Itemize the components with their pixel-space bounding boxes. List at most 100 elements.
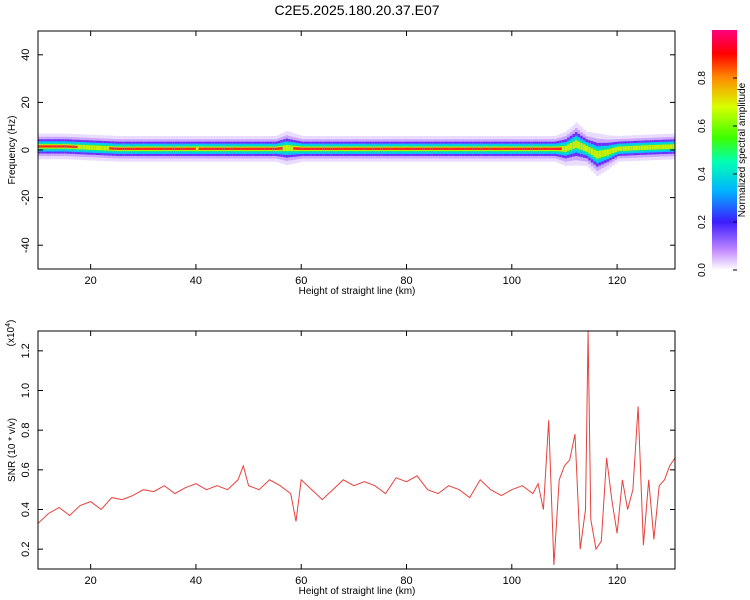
spectrogram-cell bbox=[88, 145, 92, 150]
spectrogram-cell bbox=[206, 147, 210, 150]
spectrogram-cell bbox=[285, 145, 289, 152]
snr-x-tick-label: 120 bbox=[608, 575, 626, 587]
spectrogram-cell bbox=[280, 147, 284, 150]
spectrogram-cell bbox=[624, 146, 629, 151]
spectrogram-cell bbox=[53, 145, 57, 148]
spectrogram-cell bbox=[238, 147, 242, 150]
colorbar-tick-label: 0.2 bbox=[697, 215, 708, 229]
spectrogram-cell bbox=[332, 147, 336, 150]
spectrogram-cell bbox=[648, 145, 652, 150]
spectrogram-x-axis-label: Height of straight line (km) bbox=[299, 286, 416, 297]
spectrogram-cell bbox=[632, 145, 636, 151]
spectrogram-cell bbox=[467, 147, 471, 150]
spectrogram-cell bbox=[214, 147, 218, 150]
spectrogram-cell bbox=[145, 147, 149, 150]
spectrogram-cell bbox=[535, 147, 539, 150]
spectrogram-cell bbox=[282, 145, 286, 152]
spectrogram-y-tick-label: -40 bbox=[20, 237, 32, 253]
spectrogram-cell bbox=[619, 146, 623, 151]
colorbar-ticks: 0.0 0.2 0.4 0.6 0.8 bbox=[697, 71, 737, 277]
spectrogram-cell bbox=[72, 145, 76, 148]
colorbar-tick-label: 0.8 bbox=[697, 71, 708, 85]
spectrogram-cell bbox=[514, 147, 518, 150]
spectrogram-cell bbox=[493, 147, 497, 150]
snr-y-tick-label: 1.0 bbox=[20, 383, 32, 398]
spectrogram-cell bbox=[598, 150, 602, 158]
spectrogram-cell bbox=[614, 147, 618, 153]
svg-text:(x104): (x104) bbox=[5, 320, 17, 347]
spectrogram-cell bbox=[98, 145, 102, 151]
spectrogram-cell bbox=[496, 147, 500, 150]
spectrogram-cell bbox=[540, 147, 544, 150]
spectrogram-cell bbox=[453, 147, 457, 150]
spectrogram-cell bbox=[159, 147, 163, 150]
spectrogram-cell bbox=[372, 147, 376, 150]
spectrogram-x-tick-label: 20 bbox=[85, 275, 97, 287]
spectrogram-cell bbox=[298, 147, 302, 150]
spectrogram-cell bbox=[403, 147, 407, 150]
spectrogram-cell bbox=[617, 146, 621, 152]
spectrogram-y-tick-label: 20 bbox=[20, 96, 32, 108]
spectrogram-cell bbox=[93, 145, 97, 151]
spectrogram-cell bbox=[277, 147, 281, 150]
spectrogram-cell bbox=[351, 147, 355, 150]
spectrogram-cell bbox=[216, 147, 221, 150]
spectrogram-cell bbox=[530, 147, 534, 150]
spectrogram-cell bbox=[74, 145, 78, 149]
snr-y-axis-label: SNR (10 * v/v) bbox=[7, 418, 18, 482]
spectrogram-cell bbox=[640, 145, 644, 151]
snr-x-tick-label: 20 bbox=[85, 575, 97, 587]
spectrogram-cell bbox=[322, 147, 326, 150]
spectrogram-cell bbox=[509, 147, 513, 150]
spectrogram-cell bbox=[459, 147, 463, 150]
spectrogram-cell bbox=[124, 147, 128, 150]
spectrogram-cell bbox=[359, 147, 363, 150]
spectrogram-cell bbox=[630, 145, 634, 151]
spectrogram-cell bbox=[353, 147, 357, 150]
spectrogram-cell bbox=[593, 149, 597, 157]
spectrogram-cell bbox=[559, 147, 563, 151]
spectrogram-cell bbox=[135, 147, 139, 150]
spectrogram-x-tick-label: 60 bbox=[295, 275, 307, 287]
spectrogram-cell bbox=[664, 144, 668, 150]
spectrogram-cell bbox=[293, 147, 297, 150]
spectrogram-cell bbox=[469, 147, 473, 150]
spectrogram-cell bbox=[261, 147, 265, 150]
spectrogram-cell bbox=[538, 147, 542, 150]
spectrogram-y-tick-label: 40 bbox=[20, 49, 32, 61]
spectrogram-cell bbox=[638, 145, 642, 151]
snr-y-tick-label: 0.4 bbox=[20, 502, 32, 517]
spectrogram-cell bbox=[477, 147, 481, 150]
spectrogram-cell bbox=[295, 147, 299, 150]
spectrogram-cell bbox=[585, 145, 589, 152]
spectrogram-cell bbox=[574, 140, 579, 148]
snr-scale-factor: (x104) bbox=[5, 320, 17, 347]
spectrogram-cell bbox=[59, 145, 63, 148]
spectrogram-cell bbox=[556, 147, 560, 151]
spectrogram-cell bbox=[80, 144, 84, 150]
spectrogram-cell bbox=[148, 147, 152, 150]
spectrogram-cell bbox=[393, 147, 397, 150]
spectrogram-cell bbox=[143, 147, 147, 150]
spectrogram-cell bbox=[606, 149, 610, 156]
spectrogram-cell bbox=[274, 147, 278, 150]
spectrogram-cell bbox=[319, 147, 323, 150]
spectrogram-cell bbox=[45, 145, 49, 148]
spectrogram-cell bbox=[180, 147, 184, 150]
colorbar-tick-label: 0.4 bbox=[697, 167, 708, 181]
spectrogram-cell bbox=[182, 147, 186, 150]
spectrogram-cell bbox=[166, 147, 171, 150]
spectrogram-cell bbox=[440, 147, 444, 150]
snr-panel: 20 40 60 80 100 120 0.2 0.4 0.6 0.8 1.0 1.2 Height… bbox=[5, 320, 676, 597]
spectrogram-y-ticks: -40 -20 0 20 40 bbox=[20, 49, 675, 253]
spectrogram-cell bbox=[635, 145, 639, 151]
spectrogram-cell bbox=[417, 147, 421, 150]
spectrogram-cell bbox=[398, 147, 402, 150]
spectrogram-cell bbox=[609, 148, 613, 155]
spectrogram-cell bbox=[222, 147, 226, 150]
spectrogram-cell bbox=[445, 147, 450, 150]
spectrogram-x-ticks: 20 40 60 80 100 120 bbox=[85, 31, 626, 287]
spectrogram-cell bbox=[474, 147, 478, 150]
spectrogram-cell bbox=[335, 147, 339, 150]
spectrogram-cell bbox=[388, 147, 392, 150]
